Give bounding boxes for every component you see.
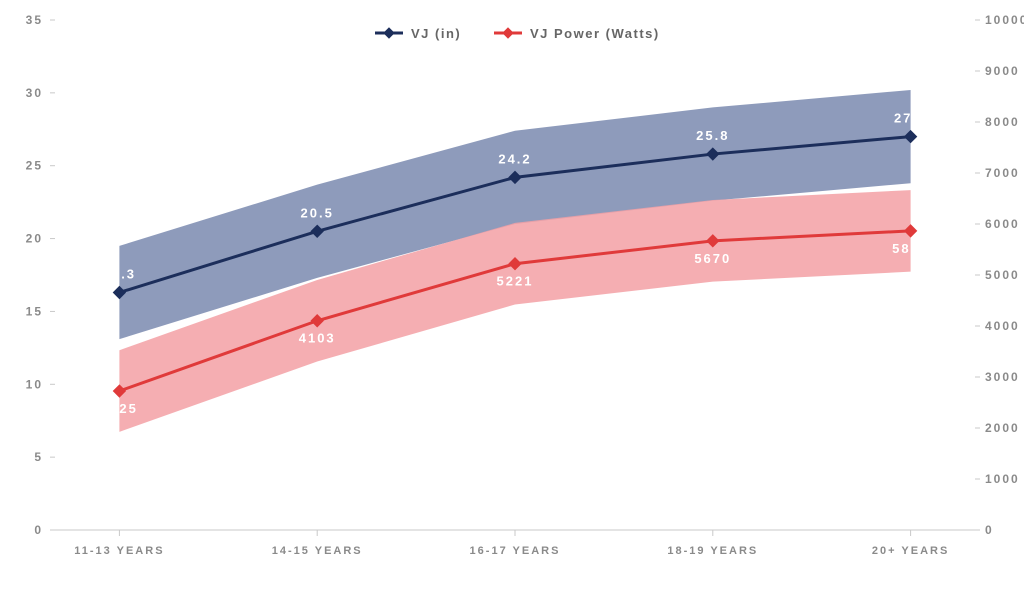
right-axis-tick-label: 5000: [985, 268, 1020, 282]
left-axis-tick-label: 20: [26, 232, 43, 246]
right-axis-tick-label: 1000: [985, 472, 1020, 486]
right-axis-tick-label: 3000: [985, 370, 1020, 384]
right-axis-tick-label: 9000: [985, 64, 1020, 78]
chart-svg: 0 5 10 15 20 25 30 35 0 1000 2000 3000 4000 5000 6000 7…: [0, 0, 1024, 595]
vj_in-value-label: 16.3: [103, 266, 136, 281]
legend-label-vj_power: VJ Power (Watts): [530, 26, 660, 41]
left-axis-tick-label: 0: [34, 523, 43, 537]
left-axis-tick-label: 35: [26, 13, 43, 27]
dual-axis-line-chart: 0 5 10 15 20 25 30 35 0 1000 2000 3000 4000 5000 6000 7…: [0, 0, 1024, 595]
category-label: 16-17 years: [470, 545, 561, 557]
legend-marker-vj_power: [503, 28, 513, 38]
right-axis-tick-label: 6000: [985, 217, 1020, 231]
category-label: 14-15 years: [272, 545, 363, 557]
right-axis-tick-label: 8000: [985, 115, 1020, 129]
vj_in-value-label: 20.5: [301, 205, 334, 220]
vj_power-value-label: 4103: [299, 331, 336, 346]
right-axis-tick-label: 7000: [985, 166, 1020, 180]
left-axis-tick-label: 15: [26, 304, 43, 318]
vj_in-value-label: 27.0: [894, 111, 927, 126]
vj_in-value-label: 25.8: [696, 128, 729, 143]
category-label: 20+ years: [872, 545, 949, 557]
vj_power-value-label: 2725: [101, 401, 138, 416]
vj_in-value-label: 24.2: [498, 151, 531, 166]
left-axis-tick-label: 10: [26, 377, 43, 391]
legend-marker-vj_in: [384, 28, 394, 38]
vj_power-value-label: 5670: [694, 251, 731, 266]
vj_power-value-label: 5221: [497, 274, 534, 289]
left-axis-tick-label: 30: [26, 86, 43, 100]
right-axis-tick-label: 4000: [985, 319, 1020, 333]
category-label: 18-19 years: [667, 545, 758, 557]
category-label: 11-13 years: [74, 545, 164, 557]
right-axis-tick-label: 2000: [985, 421, 1020, 435]
left-axis-tick-label: 5: [34, 450, 43, 464]
right-axis-tick-label: 10000: [985, 13, 1024, 27]
right-axis-tick-label: 0: [985, 523, 994, 537]
left-axis-tick-label: 25: [26, 159, 43, 173]
legend-label-vj_in: VJ (in): [411, 26, 461, 41]
vj_power-value-label: 5865: [892, 241, 929, 256]
